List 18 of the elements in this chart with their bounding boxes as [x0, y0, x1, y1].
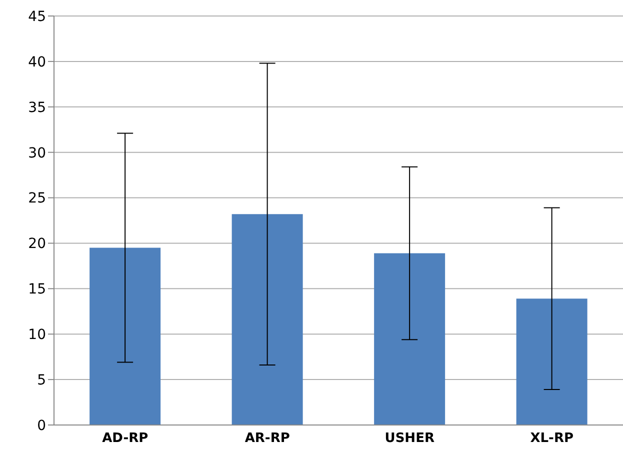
y-tick-label: 15	[28, 282, 46, 298]
y-tick-label: 10	[28, 327, 46, 344]
bar	[374, 253, 446, 425]
y-tick-label: 20	[28, 236, 46, 252]
y-tick-label: 5	[37, 372, 46, 389]
y-tick-label: 45	[28, 8, 46, 25]
y-tick-label: 40	[28, 54, 46, 70]
y-tick-label: 0	[37, 418, 46, 434]
x-tick-label: XL-RP	[530, 431, 574, 446]
y-tick-label: 35	[28, 100, 46, 116]
y-tick-label: 25	[28, 190, 46, 207]
bar	[90, 248, 161, 425]
y-tick-label: 30	[28, 145, 46, 162]
x-tick-label: AD-RP	[102, 431, 148, 446]
bar	[232, 214, 303, 425]
bar	[516, 298, 588, 425]
x-tick-label: USHER	[384, 431, 434, 446]
x-tick-label: AR-RP	[244, 431, 290, 446]
